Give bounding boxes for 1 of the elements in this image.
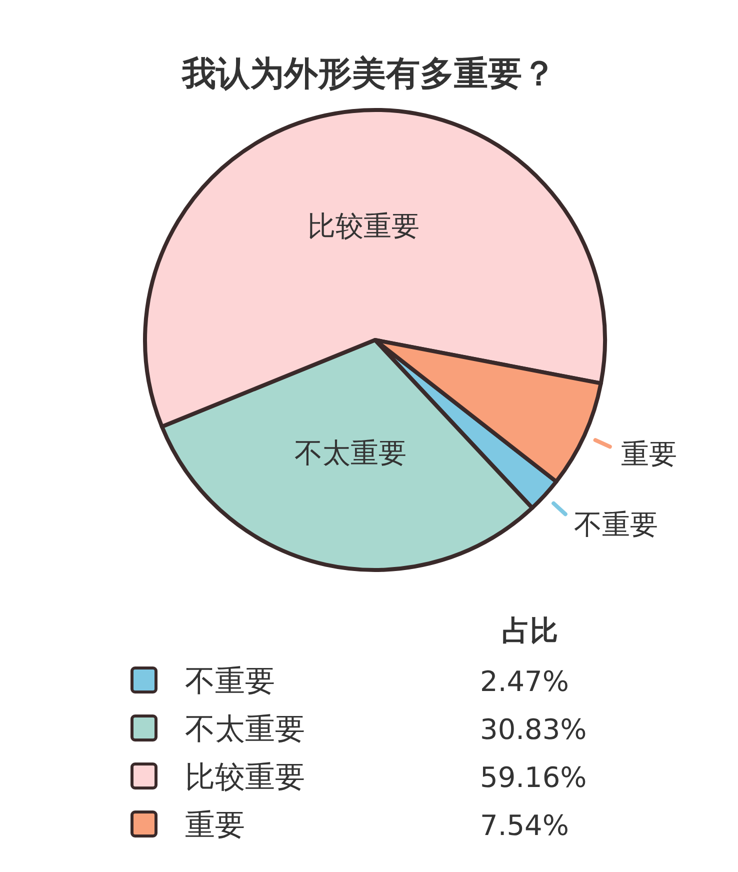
title: 我认为外形美有多重要？ [182,54,556,94]
